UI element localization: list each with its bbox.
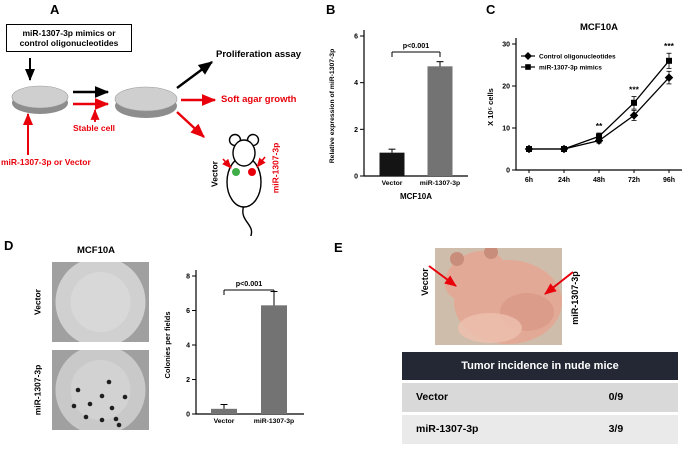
arrow-to-proliferation (176, 61, 213, 89)
soft-agar-label: Soft agar growth (221, 94, 297, 105)
proliferation-line-chart: 0 10 20 30 6h 24h 48h 72h 96h MCF10A X 10⁵ cells **… (486, 22, 682, 184)
svg-text:p<0.001: p<0.001 (403, 41, 430, 50)
panel-label-a: A (50, 2, 60, 17)
bar-Vector (379, 152, 405, 176)
mouse-side-label-vector: Vector (420, 268, 431, 296)
svg-text:8: 8 (186, 274, 190, 281)
arrow-vector-side (428, 265, 457, 287)
svg-text:MCF10A: MCF10A (580, 22, 618, 33)
svg-text:4: 4 (186, 343, 190, 350)
svg-text:Colonies per fields: Colonies per fields (163, 311, 172, 378)
svg-text:20: 20 (502, 84, 510, 91)
panel-c: 0 10 20 30 6h 24h 48h 72h 96h MCF10A X 10⁵ cells **… (482, 0, 689, 198)
svg-text:miR-1307-3p: miR-1307-3p (254, 418, 294, 425)
mir-injection-dot (248, 168, 256, 176)
tumor-table-header: Tumor incidence in nude mice (402, 352, 678, 380)
bar-Vector (211, 408, 237, 414)
svg-text:p<0.001: p<0.001 (236, 279, 263, 288)
svg-text:6h: 6h (525, 177, 533, 184)
mouse-cartoon (222, 133, 266, 236)
svg-text:6: 6 (186, 308, 190, 315)
bar-miR-1307-3p (261, 305, 287, 414)
svg-text:48h: 48h (593, 177, 605, 184)
mouse-side-label-mir: miR-1307-3p (570, 271, 581, 325)
stable-cell-label: Stable cell (73, 123, 116, 133)
svg-text:4: 4 (354, 80, 358, 87)
table-row-vector: Vector 0/9 (402, 383, 678, 412)
tumor-incidence-table: Tumor incidence in nude mice Vector 0/9 … (402, 352, 678, 444)
mimics-box-line2: control oligonucleotides (19, 38, 119, 48)
panel-label-c: C (486, 2, 496, 17)
soft-agar-photos (52, 262, 149, 430)
mimics-box: miR-1307-3p mimics or control oligonucle… (6, 24, 132, 52)
svg-text:**: ** (596, 121, 603, 131)
panel-label-e: E (334, 240, 343, 255)
photo-label-vector: Vector (32, 289, 43, 315)
row-vector-value: 0/9 (608, 391, 624, 403)
svg-text:0: 0 (506, 168, 510, 175)
panel-b: 0 2 4 6 Vector miR-1307-3p p<0.001 Relative exp… (320, 0, 490, 232)
panel-d-title: MCF10A (77, 245, 116, 256)
panel-d: MCF10A (0, 236, 332, 463)
panel-label-b: B (326, 2, 336, 17)
photo-vector-dish (52, 262, 149, 342)
svg-text:2: 2 (354, 127, 358, 134)
svg-text:96h: 96h (663, 177, 675, 184)
panel-e: Vector miR-1307-3p Tumor incidence in nu… (330, 236, 689, 463)
svg-text:***: *** (664, 41, 675, 51)
vector-injection-dot (232, 168, 240, 176)
svg-text:miR-1307-3p: miR-1307-3p (420, 180, 460, 187)
svg-text:Vector: Vector (382, 180, 403, 187)
svg-text:Vector: Vector (214, 418, 235, 425)
svg-text:***: *** (629, 85, 640, 95)
photo-label-mir: miR-1307-3p (32, 364, 43, 416)
panel-a: miR-1307-3p mimics or control oligonucle… (0, 0, 322, 236)
panel-a-diagram (11, 58, 266, 236)
mouse-mir-label: miR-1307-3p (270, 142, 281, 194)
svg-text:72h: 72h (628, 177, 640, 184)
arrow-mir-side (544, 271, 574, 295)
transfect-label: miR-1307-3p or Vector (1, 157, 91, 167)
nude-mouse-photo (428, 248, 574, 345)
mouse-photo (435, 248, 562, 345)
arrow-to-mouse (176, 111, 205, 138)
svg-text:30: 30 (502, 42, 510, 49)
row-mir-label: miR-1307-3p (416, 423, 479, 435)
svg-text:X 10⁵ cells: X 10⁵ cells (486, 88, 495, 126)
svg-text:0: 0 (354, 174, 358, 181)
row-vector-label: Vector (416, 391, 449, 403)
proliferation-assay-label: Proliferation assay (216, 49, 302, 60)
svg-text:miR-1307-3p mimics: miR-1307-3p mimics (539, 65, 602, 72)
petri-dish-1 (11, 85, 69, 114)
svg-text:0: 0 (186, 412, 190, 419)
mouse-vector-label: Vector (209, 161, 220, 187)
expression-bar-chart: 0 2 4 6 Vector miR-1307-3p p<0.001 Relative exp… (329, 30, 468, 201)
colonies (71, 379, 128, 428)
svg-text:24h: 24h (558, 177, 570, 184)
panel-label-d: D (4, 238, 14, 253)
svg-text:Relative expression of miR-130: Relative expression of miR-1307-3p (329, 49, 336, 163)
mimics-box-line1: miR-1307-3p mimics or (22, 28, 116, 38)
petri-dish-2 (114, 86, 178, 118)
svg-text:2: 2 (186, 377, 190, 384)
row-mir-value: 3/9 (608, 423, 624, 435)
table-row-mir: miR-1307-3p 3/9 (402, 415, 678, 444)
svg-text:6: 6 (354, 34, 358, 41)
colonies-bar-chart: 0 2 4 6 8 Vector miR-1307-3p p<0.001 Colonies pe… (163, 270, 304, 425)
svg-text:Control oligonucleotides: Control oligonucleotides (539, 54, 616, 61)
photo-mir-dish (52, 350, 149, 430)
svg-text:10: 10 (502, 126, 510, 133)
svg-text:MCF10A: MCF10A (400, 192, 432, 201)
bar-miR-1307-3p (427, 66, 453, 176)
